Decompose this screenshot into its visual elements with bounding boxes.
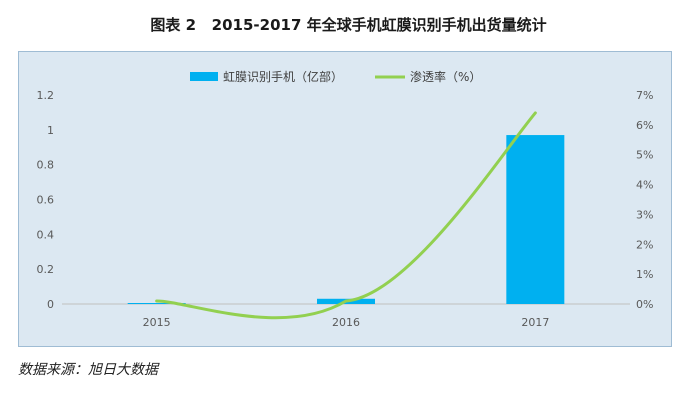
- bar: [127, 303, 186, 304]
- y-right-tick-label: 7%: [636, 89, 653, 102]
- legend-bar-label: 虹膜识别手机（亿部）: [223, 69, 343, 84]
- y-right-tick-label: 3%: [636, 208, 653, 221]
- x-tick-label: 2015: [143, 316, 171, 329]
- y-right-tick-label: 2%: [636, 238, 653, 251]
- legend-line-label: 渗透率（%）: [410, 69, 481, 84]
- y-left-tick-label: 0.2: [37, 263, 55, 276]
- y-right-tick-label: 4%: [636, 179, 653, 192]
- y-right-tick-label: 0%: [636, 298, 653, 311]
- y-left-tick-label: 0.6: [37, 194, 55, 207]
- y-left-tick-label: 0.4: [37, 228, 55, 241]
- x-tick-label: 2016: [332, 316, 360, 329]
- y-left-tick-label: 1.2: [37, 89, 55, 102]
- y-right-tick-label: 1%: [636, 268, 653, 281]
- data-source-note: 数据来源：旭日大数据: [18, 362, 158, 378]
- y-left-tick-label: 0.8: [37, 159, 55, 172]
- y-right-tick-label: 5%: [636, 149, 653, 162]
- y-right-tick-label: 6%: [636, 119, 653, 132]
- legend-bar-swatch: [190, 72, 218, 81]
- x-tick-label: 2017: [521, 316, 549, 329]
- penetration-rate-line: [155, 111, 537, 320]
- y-left-tick-label: 0: [47, 298, 54, 311]
- figure-title: 图表 2 2015-2017 年全球手机虹膜识别手机出货量统计: [150, 16, 547, 34]
- bar: [506, 135, 565, 304]
- y-left-tick-label: 1: [47, 124, 54, 137]
